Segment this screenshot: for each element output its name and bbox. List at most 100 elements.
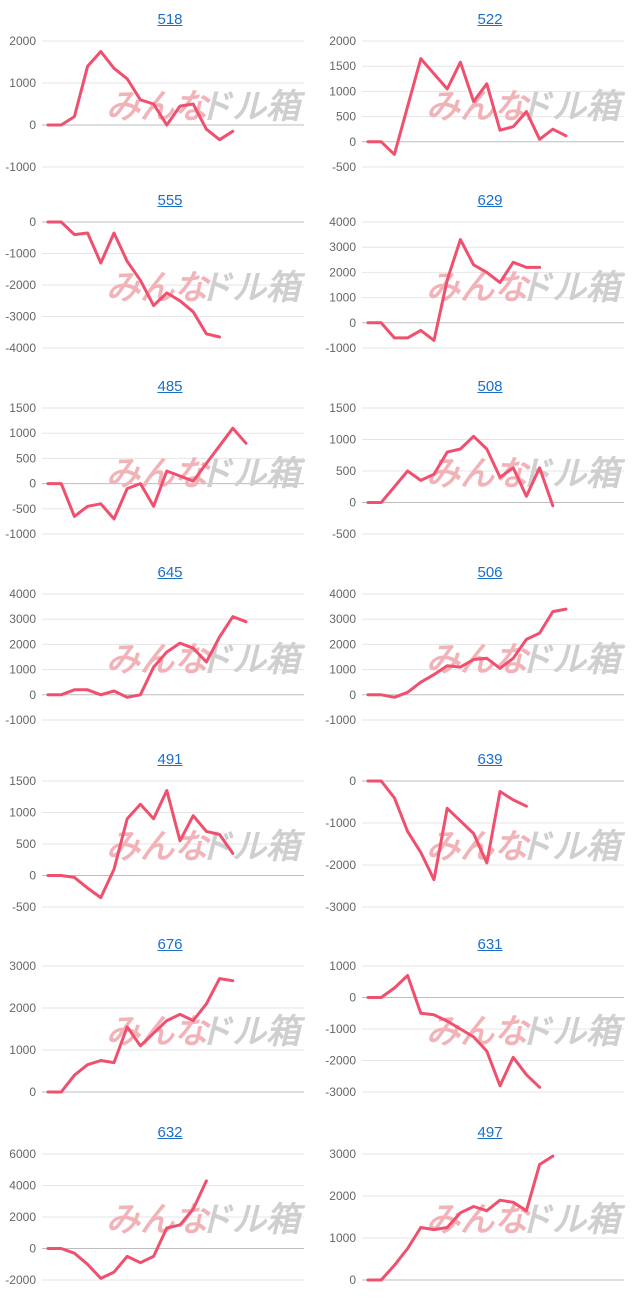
watermark-text: ドル箱 [518, 1012, 626, 1052]
y-tick-label: 2000 [9, 34, 36, 48]
chart-title-link[interactable]: 491 [157, 751, 183, 768]
y-tick-label: -3000 [325, 1085, 356, 1099]
y-tick-label: 2000 [9, 1001, 36, 1015]
y-tick-label: -500 [12, 502, 36, 516]
y-tick-label: 0 [29, 869, 36, 883]
y-tick-label: 0 [29, 1242, 36, 1256]
chart-title-link[interactable]: 555 [157, 192, 183, 209]
y-tick-label: 0 [349, 1273, 356, 1287]
y-tick-label: -2000 [5, 278, 36, 292]
watermark-text: みんな [106, 454, 211, 494]
chart-title-link[interactable]: 518 [157, 11, 183, 28]
chart-panel: 506 4000 3000 2000 1000 0 -1000 みんな ドル箱 [320, 558, 640, 740]
y-tick-label: 2000 [329, 637, 356, 651]
y-tick-label: 500 [336, 464, 356, 478]
watermark-text: ドル箱 [198, 454, 306, 494]
chart-title-link[interactable]: 645 [157, 564, 183, 581]
chart-panel: 645 4000 3000 2000 1000 0 -1000 みんな ドル箱 [0, 558, 320, 740]
chart-panel: 518 2000 1000 0 -1000 みんな ドル箱 [0, 5, 320, 187]
watermark-text: ドル箱 [518, 1200, 626, 1240]
y-tick-label: 1500 [329, 401, 356, 415]
y-tick-label: -4000 [5, 341, 36, 355]
y-tick-label: 0 [29, 477, 36, 491]
y-tick-label: -1000 [325, 1022, 356, 1036]
y-tick-label: -1000 [325, 341, 356, 355]
watermark-text: ドル箱 [198, 1012, 306, 1052]
watermark-text: ドル箱 [518, 827, 626, 867]
chart-panel: 632 6000 4000 2000 0 -2000 みんな ドル箱 [0, 1118, 320, 1300]
y-tick-label: 0 [349, 991, 356, 1005]
series-line [46, 50, 235, 142]
y-tick-label: -1000 [5, 160, 36, 174]
y-tick-label: 0 [29, 1085, 36, 1099]
watermark-text: ドル箱 [518, 454, 626, 494]
y-tick-label: 500 [16, 451, 36, 465]
y-tick-label: 6000 [9, 1147, 36, 1161]
chart-title-link[interactable]: 506 [477, 564, 503, 581]
y-tick-label: 1000 [329, 1231, 356, 1245]
y-tick-label: 1000 [9, 663, 36, 677]
y-tick-label: 0 [349, 688, 356, 702]
y-tick-label: 4000 [9, 1179, 36, 1193]
chart-title-link[interactable]: 497 [477, 1124, 503, 1141]
chart-panel: 629 4000 3000 2000 1000 0 -1000 みんな ドル箱 [320, 186, 640, 368]
chart-title-link[interactable]: 508 [477, 378, 503, 395]
watermark-text: みんな [106, 827, 211, 867]
chart-title-link[interactable]: 522 [477, 11, 503, 28]
y-tick-label: 0 [29, 215, 36, 229]
chart-title-link[interactable]: 631 [477, 936, 503, 953]
y-tick-label: 500 [336, 110, 356, 124]
chart-title-link[interactable]: 629 [477, 192, 503, 209]
y-tick-label: 500 [16, 837, 36, 851]
y-tick-label: 0 [29, 118, 36, 132]
y-tick-label: 4000 [329, 587, 356, 601]
chart-title-link[interactable]: 639 [477, 751, 503, 768]
y-tick-label: 1000 [329, 663, 356, 677]
watermark-text: ドル箱 [198, 268, 306, 308]
chart-title-link[interactable]: 676 [157, 936, 183, 953]
chart-panel: 555 0 -1000 -2000 -3000 -4000 みんな ドル箱 [0, 186, 320, 368]
y-tick-label: 2000 [329, 265, 356, 279]
y-tick-label: 3000 [9, 959, 36, 973]
y-tick-label: -2000 [5, 1273, 36, 1287]
chart-panel: 631 1000 0 -1000 -2000 -3000 みんな ドル箱 [320, 930, 640, 1112]
chart-title-link[interactable]: 485 [157, 378, 183, 395]
chart-panel: 522 2000 1500 1000 500 0 -500 みんな ドル箱 [320, 5, 640, 187]
y-tick-label: -1000 [325, 713, 356, 727]
series-line [46, 1179, 208, 1280]
chart-panel: 676 3000 2000 1000 0 みんな ドル箱 [0, 930, 320, 1112]
y-tick-label: 1000 [329, 84, 356, 98]
y-tick-label: 1000 [329, 959, 356, 973]
y-tick-label: 2000 [9, 1210, 36, 1224]
watermark-text: ドル箱 [518, 268, 626, 308]
y-tick-label: 3000 [329, 1147, 356, 1161]
series-line [366, 607, 568, 699]
watermark-text: みんな [426, 1200, 531, 1240]
y-tick-label: -3000 [325, 900, 356, 914]
y-tick-label: 0 [29, 688, 36, 702]
y-tick-label: 3000 [329, 240, 356, 254]
y-tick-label: 3000 [329, 612, 356, 626]
watermark-text: ドル箱 [518, 640, 626, 680]
series-line [366, 57, 568, 156]
y-tick-label: 4000 [329, 215, 356, 229]
series-line [46, 789, 235, 900]
chart-panel: 485 1500 1000 500 0 -500 -1000 みんな ドル箱 [0, 372, 320, 554]
series-line [366, 1154, 555, 1282]
series-line [366, 434, 555, 508]
y-tick-label: 3000 [9, 612, 36, 626]
chart-title-link[interactable]: 632 [157, 1124, 183, 1141]
y-tick-label: -500 [332, 160, 356, 174]
series-line [366, 974, 542, 1089]
chart-panel: 639 0 -1000 -2000 -3000 みんな ドル箱 [320, 745, 640, 927]
y-tick-label: -1000 [5, 247, 36, 261]
